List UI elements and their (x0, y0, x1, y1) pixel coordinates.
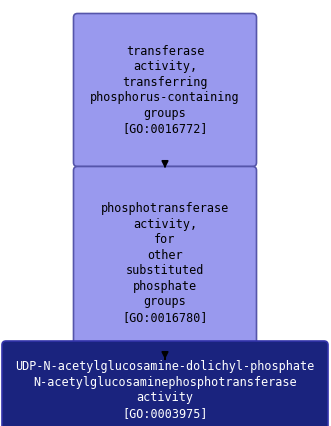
Text: UDP-N-acetylglucosamine-dolichyl-phosphate
N-acetylglucosaminephosphotransferase: UDP-N-acetylglucosamine-dolichyl-phospha… (15, 360, 315, 420)
FancyBboxPatch shape (2, 341, 328, 426)
Text: transferase
activity,
transferring
phosphorus-containing
groups
[GO:0016772]: transferase activity, transferring phosp… (90, 45, 240, 135)
FancyBboxPatch shape (73, 167, 257, 360)
FancyBboxPatch shape (73, 14, 257, 167)
Text: phosphotransferase
activity,
for
other
substituted
phosphate
groups
[GO:0016780]: phosphotransferase activity, for other s… (101, 202, 229, 324)
